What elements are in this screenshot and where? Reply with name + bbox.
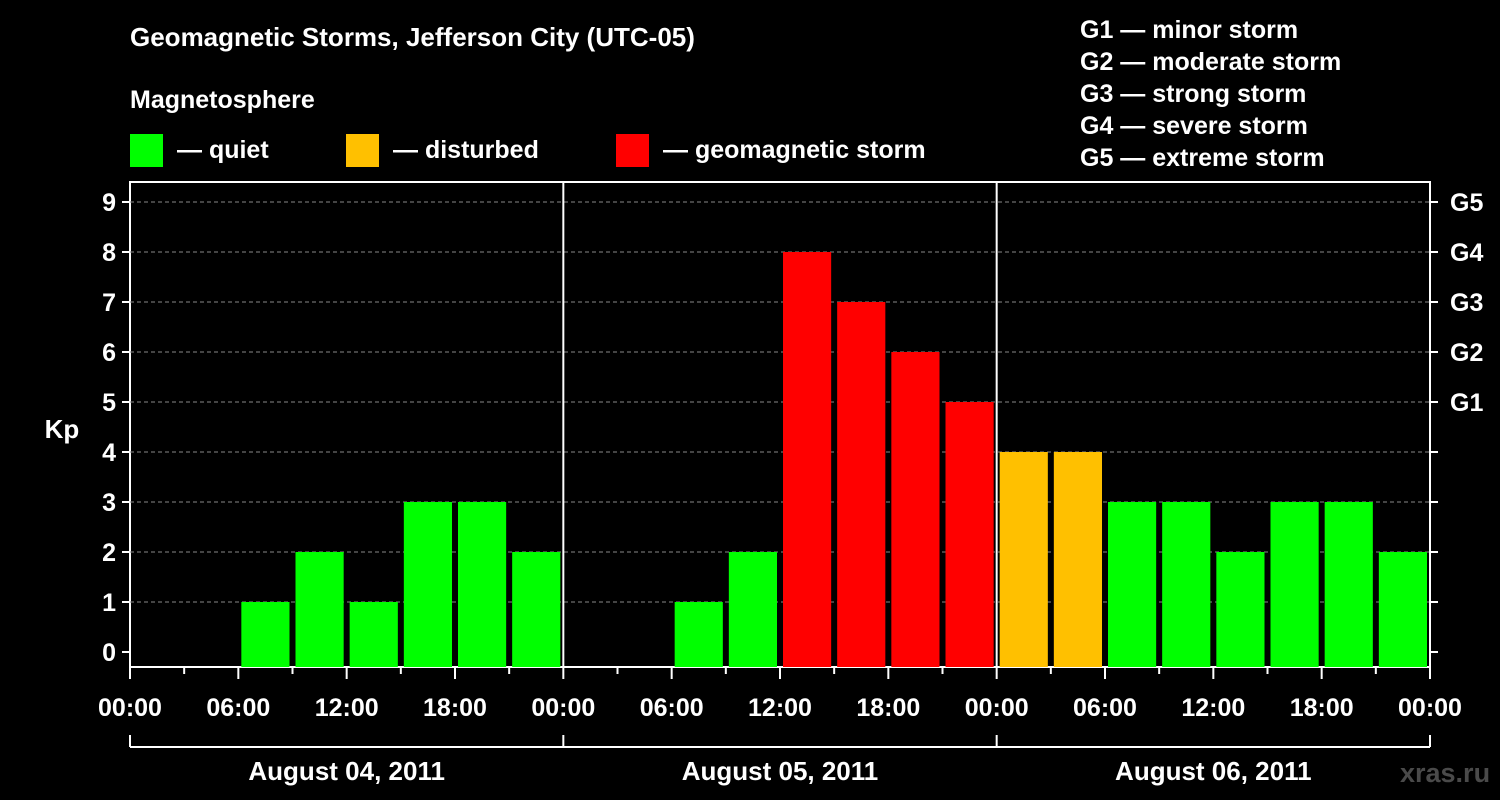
kp-bar [1053, 452, 1102, 667]
y-tick-label: 0 [102, 639, 116, 667]
kp-bar [1378, 552, 1427, 667]
legend-swatch-quiet [130, 133, 163, 167]
y-tick-label: 8 [102, 239, 116, 267]
day-label: August 05, 2011 [682, 756, 879, 786]
y-tick-label: 1 [102, 589, 116, 617]
legend-item-quiet: — quiet [130, 133, 269, 167]
legend-label-quiet: — quiet [177, 135, 269, 164]
x-tick-label: 18:00 [856, 694, 920, 722]
chart-title: Geomagnetic Storms, Jefferson City (UTC-… [130, 22, 695, 52]
x-tick-label: 06:00 [640, 694, 704, 722]
watermark: xras.ru [1400, 758, 1491, 788]
legend-label-disturbed: — disturbed [393, 135, 539, 164]
x-tick-label: 18:00 [1290, 694, 1354, 722]
kp-bar [891, 352, 940, 667]
y-tick-label: 6 [102, 339, 116, 367]
day-label: August 06, 2011 [1115, 756, 1312, 786]
kp-bar [295, 552, 344, 667]
g-scale-tick-label: G1 [1450, 389, 1483, 417]
g-scale-tick-label: G2 [1450, 339, 1483, 367]
kp-bar [945, 402, 994, 667]
y-tick-label: 3 [102, 489, 116, 517]
day-label: August 04, 2011 [248, 756, 445, 786]
kp-bar [241, 602, 290, 667]
legend-item-disturbed: — disturbed [346, 133, 539, 167]
g-scale-item: G3 — strong storm [1080, 80, 1307, 108]
g-scale-tick-label: G5 [1450, 189, 1483, 217]
legend-swatch-disturbed [346, 133, 379, 167]
kp-bar [1324, 502, 1373, 667]
x-tick-label: 12:00 [315, 694, 379, 722]
kp-bar [999, 452, 1048, 667]
kp-bar [783, 252, 832, 667]
x-tick-label: 06:00 [1073, 694, 1137, 722]
x-tick-label: 00:00 [1398, 694, 1462, 722]
g-scale-item: G5 — extreme storm [1080, 144, 1325, 172]
g-scale-item: G1 — minor storm [1080, 16, 1299, 44]
y-tick-label: 2 [102, 539, 116, 567]
legend-item-storm: — geomagnetic storm [616, 133, 926, 167]
x-tick-label: 12:00 [748, 694, 812, 722]
g-scale-tick-label: G3 [1450, 289, 1483, 317]
x-tick-label: 18:00 [423, 694, 487, 722]
y-axis-label: Kp [45, 414, 80, 444]
y-tick-label: 7 [102, 289, 116, 317]
kp-bar [1216, 552, 1265, 667]
y-tick-label: 9 [102, 189, 116, 217]
kp-bar [674, 602, 723, 667]
x-tick-label: 00:00 [965, 694, 1029, 722]
kp-bar [349, 602, 398, 667]
chart-subtitle: Magnetosphere [130, 86, 315, 114]
kp-bar [1270, 502, 1319, 667]
g-scale-item: G2 — moderate storm [1080, 48, 1342, 76]
y-tick-label: 4 [102, 439, 116, 467]
x-tick-label: 00:00 [98, 694, 162, 722]
g-scale-item: G4 — severe storm [1080, 112, 1308, 140]
g-scale-tick-label: G4 [1450, 239, 1483, 267]
x-tick-label: 00:00 [531, 694, 595, 722]
g-scale-legend: G1 — minor storm G2 — moderate storm G3 … [1080, 14, 1341, 174]
x-tick-label: 12:00 [1181, 694, 1245, 722]
y-tick-label: 5 [102, 389, 116, 417]
kp-bar [1108, 502, 1157, 667]
legend-swatch-storm [616, 133, 649, 167]
kp-bar [1162, 502, 1211, 667]
kp-bar [728, 552, 777, 667]
kp-bar [512, 552, 561, 667]
kp-bar [403, 502, 452, 667]
x-tick-label: 06:00 [206, 694, 270, 722]
kp-bar [837, 302, 886, 667]
kp-bar [458, 502, 507, 667]
legend-label-storm: — geomagnetic storm [663, 135, 926, 164]
